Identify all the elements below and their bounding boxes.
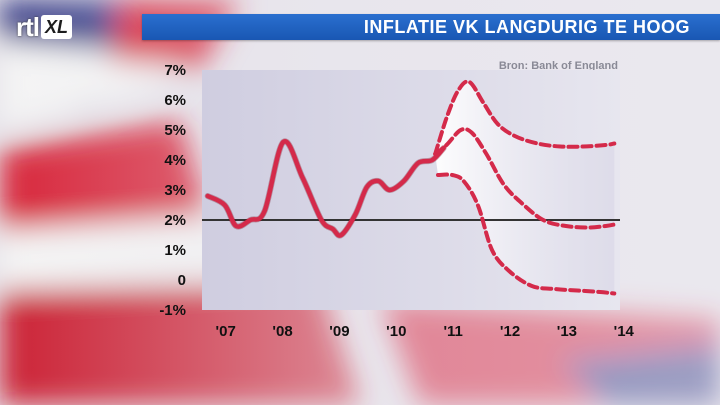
y-tick-label: 6% (164, 92, 186, 109)
y-tick-label: 7% (164, 62, 186, 79)
channel-logo: rtl XL (16, 11, 73, 42)
y-tick-label: 4% (164, 152, 186, 169)
title-bar: INFLATIE VK LANGDURIG TE HOOG (142, 14, 720, 40)
x-tick-label: '10 (386, 323, 406, 340)
logo-xl-badge: XL (41, 15, 73, 39)
x-tick-label: '11 (443, 323, 462, 340)
inflation-line (205, 139, 446, 238)
x-tick-label: '07 (216, 323, 236, 340)
x-tick-label: '12 (500, 323, 520, 340)
x-tick-label: '09 (329, 323, 349, 340)
y-tick-label: -1% (159, 302, 186, 319)
y-tick-label: 0 (178, 272, 186, 289)
x-tick-label: '13 (557, 323, 577, 340)
forecast-line-lower (436, 172, 617, 296)
y-tick-label: 1% (164, 242, 186, 259)
forecast-band (435, 81, 615, 294)
y-tick-label: 3% (164, 182, 186, 199)
logo-rtl-text: rtl (16, 11, 40, 42)
y-tick-label: 5% (164, 122, 186, 139)
forecast-line-central (433, 127, 617, 230)
forecast-line-upper (433, 79, 617, 156)
chart-title: INFLATIE VK LANGDURIG TE HOOG (363, 17, 690, 37)
x-tick-label: '14 (614, 323, 635, 340)
chart-source: Bron: Bank of England (498, 60, 618, 72)
x-tick-label: '08 (272, 323, 292, 340)
y-tick-label: 2% (164, 212, 186, 229)
